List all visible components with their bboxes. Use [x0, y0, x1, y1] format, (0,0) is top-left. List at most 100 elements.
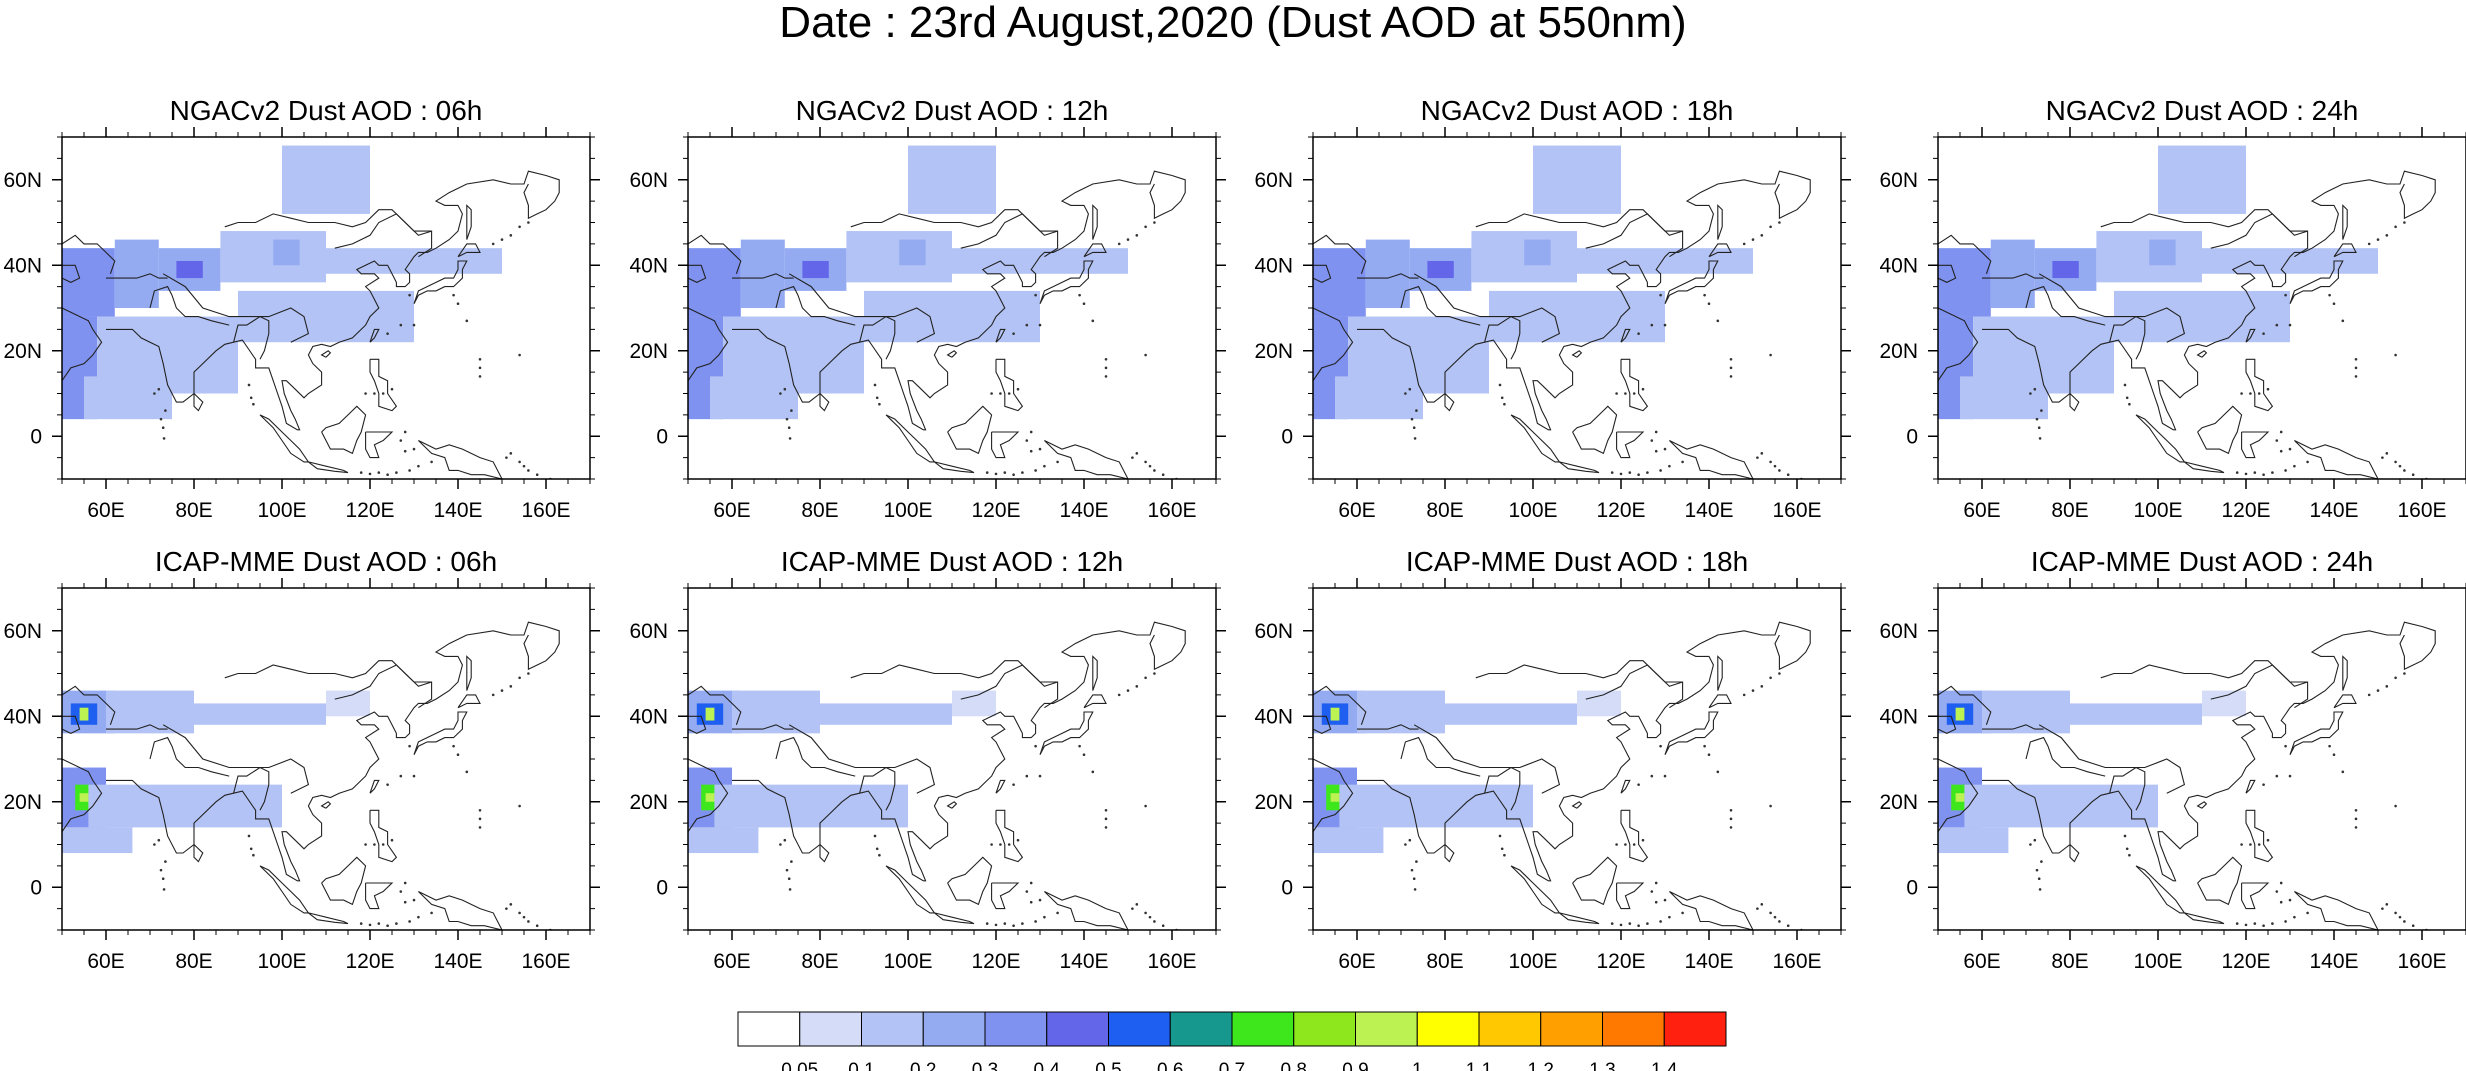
island [249, 396, 253, 400]
island [2284, 469, 2287, 472]
island [1025, 439, 1029, 442]
island [399, 323, 403, 327]
island [1034, 469, 1037, 472]
island [1012, 924, 1015, 928]
island [2257, 392, 2261, 395]
island [2029, 392, 2032, 395]
coastline [1092, 655, 1098, 691]
aod-cell [1524, 239, 1551, 266]
coastline [149, 736, 230, 777]
island [518, 460, 521, 464]
coastline [1708, 243, 1732, 258]
island [985, 471, 989, 474]
aod-cell [84, 376, 172, 420]
coastline [62, 264, 81, 284]
island [2381, 907, 2384, 910]
aod-cell [273, 239, 300, 266]
island [1144, 460, 1147, 464]
island [1056, 460, 1059, 464]
aod-cell [1955, 793, 1965, 802]
coastline [946, 350, 958, 358]
island [1637, 924, 1640, 928]
island [491, 693, 495, 697]
aod-cell [952, 690, 996, 717]
lon-tick-label: 120E [345, 950, 394, 973]
island [2123, 834, 2127, 838]
aod-cell [784, 703, 952, 725]
island [2235, 471, 2239, 474]
island [527, 221, 530, 224]
coastline [321, 856, 367, 906]
island [2284, 920, 2287, 923]
island [399, 439, 403, 442]
aod-cell [688, 827, 759, 854]
island [2328, 293, 2331, 297]
island [491, 242, 495, 246]
lat-tick-label: 0 [1906, 876, 1918, 899]
island [2367, 693, 2371, 697]
island [1135, 685, 1139, 688]
island [153, 843, 156, 846]
lat-tick-label: 60N [3, 620, 42, 643]
map-panel-icap-06: ICAP-MME Dust AOD : 06h 60E 80E 100E 120E 140… [3, 546, 600, 973]
coastline [1400, 285, 1481, 326]
island [2040, 409, 2043, 412]
island [408, 744, 411, 748]
coastline [2245, 358, 2274, 412]
aod-cell [740, 239, 785, 308]
island [2288, 323, 2292, 327]
aod-field [1938, 690, 2246, 854]
island [2275, 774, 2279, 778]
coastline [259, 865, 310, 914]
coastlines [1313, 170, 1811, 479]
aod-cell [158, 703, 326, 725]
island [2279, 900, 2283, 904]
island [999, 843, 1002, 846]
lon-tick-label: 160E [2397, 499, 2446, 522]
island [1500, 847, 1504, 851]
aod-cell [1313, 827, 1384, 854]
aod-cell [2034, 703, 2202, 725]
island [875, 847, 879, 851]
coastlines [688, 621, 1186, 930]
island [1650, 323, 1654, 327]
island [505, 907, 508, 910]
island [381, 843, 385, 846]
island [373, 843, 376, 846]
coastline [365, 882, 394, 910]
island [417, 464, 420, 468]
island [1021, 471, 1024, 474]
island [1646, 922, 1649, 925]
island [1663, 447, 1667, 451]
island [1646, 471, 1649, 474]
island [412, 898, 416, 902]
island [522, 915, 526, 919]
island [1624, 392, 1627, 395]
lat-tick-label: 20N [1254, 791, 1293, 814]
island [1778, 221, 1781, 224]
island [1161, 473, 1165, 477]
island [875, 396, 879, 400]
island [1624, 843, 1627, 846]
island [2403, 469, 2406, 472]
aod-cell [1330, 793, 1340, 802]
island [2385, 685, 2389, 688]
lat-tick-label: 60N [1254, 169, 1293, 192]
lon-tick-label: 120E [2221, 950, 2270, 973]
coastline [1620, 358, 1649, 412]
island [1659, 469, 1662, 472]
island [1117, 242, 1121, 246]
coastline [1475, 209, 1683, 236]
island [1029, 881, 1033, 885]
island [2253, 922, 2257, 925]
lon-tick-label: 100E [883, 950, 932, 973]
island [1769, 460, 1772, 464]
island [1003, 922, 1007, 925]
aod-cell [282, 145, 370, 214]
coastlines [1313, 621, 1811, 930]
lat-tick-label: 0 [30, 876, 42, 899]
coastline [2333, 243, 2357, 258]
lon-tick-label: 60E [87, 499, 124, 522]
island [2035, 417, 2039, 421]
island [1007, 843, 1011, 846]
